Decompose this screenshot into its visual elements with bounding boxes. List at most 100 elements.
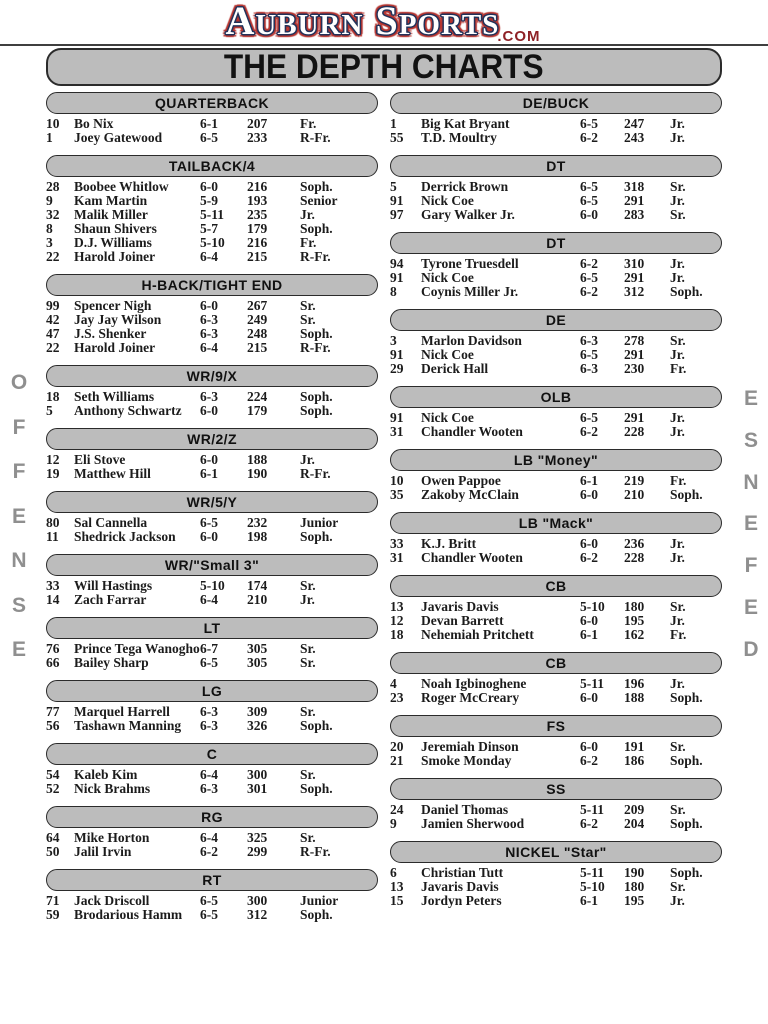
player-weight: 243 xyxy=(624,130,645,145)
player-number: 91 xyxy=(390,347,404,362)
position-header: LB "Money" xyxy=(390,449,722,471)
player-weight: 180 xyxy=(624,599,645,614)
player-height: 5-11 xyxy=(580,676,605,691)
player-number: 33 xyxy=(46,578,60,593)
player-class: Sr. xyxy=(300,578,316,593)
player-row: 18 Nehemiah Pritchett 6-1 162 Fr. xyxy=(390,628,722,642)
player-name: Zach Farrar xyxy=(74,593,147,607)
position-section: TAILBACK/4 28 Boobee Whitlow 6-0 216 Soph. 9 Ka… xyxy=(46,155,378,264)
player-height: 5-9 xyxy=(200,193,218,208)
player-rows: 24 Daniel Thomas 5-11 209 Sr. 9 Jamien Sherwoo… xyxy=(390,803,722,831)
player-number: 54 xyxy=(46,767,60,782)
player-class: Soph. xyxy=(300,389,333,404)
player-height: 6-2 xyxy=(580,284,598,299)
player-row: 12 Eli Stove 6-0 188 Jr. xyxy=(46,453,378,467)
position-section: WR/"Small 3" 33 Will Hastings 5-10 174 Sr. 14 Z… xyxy=(46,554,378,607)
player-row: 97 Gary Walker Jr. 6-0 283 Sr. xyxy=(390,208,722,222)
player-weight: 174 xyxy=(247,578,268,593)
page-title-text: THE DEPTH CHARTS xyxy=(224,46,544,87)
player-row: 55 T.D. Moultry 6-2 243 Jr. xyxy=(390,131,722,145)
player-row: 4 Noah Igbinoghene 5-11 196 Jr. xyxy=(390,677,722,691)
player-row: 21 Smoke Monday 6-2 186 Soph. xyxy=(390,754,722,768)
position-section: RG 64 Mike Horton 6-4 325 Sr. 50 Jalil Irvin 6-2… xyxy=(46,806,378,859)
player-class: Sr. xyxy=(670,333,686,348)
player-row: 13 Javaris Davis 5-10 180 Sr. xyxy=(390,880,722,894)
player-name: Eli Stove xyxy=(74,453,126,467)
side-letter: D xyxy=(743,637,759,661)
player-weight: 310 xyxy=(624,256,645,271)
player-class: Soph. xyxy=(300,718,333,733)
player-number: 76 xyxy=(46,641,60,656)
player-class: Sr. xyxy=(300,298,316,313)
player-number: 94 xyxy=(390,256,404,271)
player-weight: 228 xyxy=(624,550,645,565)
player-weight: 300 xyxy=(247,893,268,908)
player-row: 54 Kaleb Kim 6-4 300 Sr. xyxy=(46,768,378,782)
player-weight: 179 xyxy=(247,403,268,418)
player-number: 3 xyxy=(46,235,53,250)
player-weight: 209 xyxy=(624,802,645,817)
player-number: 5 xyxy=(46,403,53,418)
player-name: Jordyn Peters xyxy=(421,894,502,908)
player-row: 42 Jay Jay Wilson 6-3 249 Sr. xyxy=(46,313,378,327)
player-number: 8 xyxy=(390,284,397,299)
player-weight: 291 xyxy=(624,347,645,362)
position-section: C 54 Kaleb Kim 6-4 300 Sr. 52 Nick Brahms 6-3 301… xyxy=(46,743,378,796)
side-letter: F xyxy=(744,554,758,578)
player-height: 6-3 xyxy=(580,361,598,376)
position-section: NICKEL "Star" 6 Christian Tutt 5-11 190 Soph.… xyxy=(390,841,722,908)
player-rows: 33 Will Hastings 5-10 174 Sr. 14 Zach Farrar 6-… xyxy=(46,579,378,607)
player-weight: 219 xyxy=(624,473,645,488)
player-class: Jr. xyxy=(670,116,685,131)
player-weight: 249 xyxy=(247,312,268,327)
player-weight: 193 xyxy=(247,193,268,208)
player-height: 6-2 xyxy=(580,424,598,439)
player-height: 6-5 xyxy=(200,130,218,145)
player-height: 5-10 xyxy=(200,578,225,593)
player-class: Sr. xyxy=(300,641,316,656)
player-name: Jack Driscoll xyxy=(74,894,150,908)
player-height: 6-3 xyxy=(200,389,218,404)
position-header: CB xyxy=(390,652,722,674)
position-section: LB "Mack" 33 K.J. Britt 6-0 236 Jr. 31 Chandler… xyxy=(390,512,722,565)
side-letter: E xyxy=(743,596,758,620)
player-height: 6-0 xyxy=(200,452,218,467)
position-section: WR/2/Z 12 Eli Stove 6-0 188 Jr. 19 Matthew Hill… xyxy=(46,428,378,481)
player-rows: 91 Nick Coe 6-5 291 Jr. 31 Chandler Wooten 6-2 2… xyxy=(390,411,722,439)
player-row: 1 Big Kat Bryant 6-5 247 Jr. xyxy=(390,117,722,131)
position-header: FS xyxy=(390,715,722,737)
player-number: 10 xyxy=(46,116,60,131)
player-class: Sr. xyxy=(300,312,316,327)
player-row: 9 Jamien Sherwood 6-2 204 Soph. xyxy=(390,817,722,831)
depth-chart-columns: QUARTERBACK 10 Bo Nix 6-1 207 Fr. 1 Joey Gatewo… xyxy=(46,92,722,922)
player-height: 6-5 xyxy=(200,655,218,670)
offense-column: QUARTERBACK 10 Bo Nix 6-1 207 Fr. 1 Joey Gatewo… xyxy=(46,92,378,922)
player-height: 6-0 xyxy=(580,739,598,754)
player-row: 94 Tyrone Truesdell 6-2 310 Jr. xyxy=(390,257,722,271)
player-number: 42 xyxy=(46,312,60,327)
player-weight: 299 xyxy=(247,844,268,859)
player-name: Jeremiah Dinson xyxy=(421,740,519,754)
player-height: 6-2 xyxy=(580,753,598,768)
player-row: 5 Derrick Brown 6-5 318 Sr. xyxy=(390,180,722,194)
position-header: C xyxy=(46,743,378,765)
player-name: Daniel Thomas xyxy=(421,803,509,817)
player-height: 6-2 xyxy=(580,816,598,831)
position-header: CB xyxy=(390,575,722,597)
player-number: 22 xyxy=(46,249,60,264)
player-height: 6-4 xyxy=(200,830,218,845)
player-weight: 305 xyxy=(247,655,268,670)
player-row: 10 Owen Pappoe 6-1 219 Fr. xyxy=(390,474,722,488)
player-name: Gary Walker Jr. xyxy=(421,208,515,222)
player-weight: 215 xyxy=(247,340,268,355)
player-weight: 312 xyxy=(624,284,645,299)
player-number: 77 xyxy=(46,704,60,719)
player-height: 6-5 xyxy=(580,179,598,194)
player-class: Sr. xyxy=(670,599,686,614)
player-number: 97 xyxy=(390,207,404,222)
player-class: Soph. xyxy=(300,326,333,341)
player-name: Javaris Davis xyxy=(421,600,499,614)
player-number: 35 xyxy=(390,487,404,502)
